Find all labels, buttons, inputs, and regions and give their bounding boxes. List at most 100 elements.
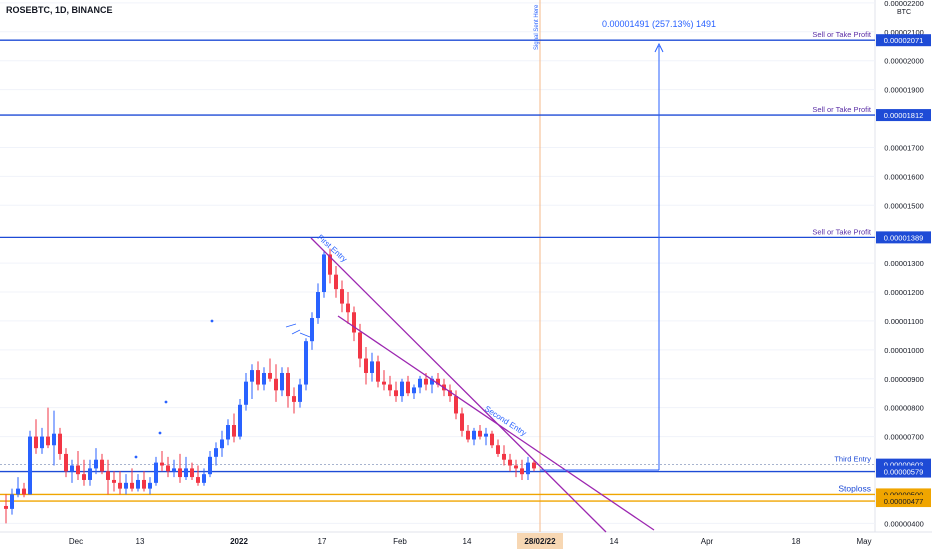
candle-body [490, 433, 494, 446]
candle-body [358, 332, 362, 359]
candle-body [286, 372, 290, 397]
candle-body [118, 482, 122, 489]
candles-layer [4, 248, 536, 524]
y-tick-label: 0.00001900 [884, 86, 924, 95]
price-tag-text: 0.00000500 [884, 490, 924, 499]
y-tick-label: 0.00000400 [884, 519, 924, 528]
symbol-header: ROSEBTC, 1D, BINANCE [6, 5, 113, 15]
marker-dot [158, 431, 162, 435]
candle-body [532, 462, 536, 469]
candle-body [334, 274, 338, 290]
candle-body [196, 477, 200, 483]
currency-label: BTC [897, 9, 911, 16]
x-tick-label: Apr [701, 537, 714, 546]
price-tag-bg [876, 231, 931, 244]
candle-body [268, 372, 272, 379]
candle-body [430, 378, 434, 385]
candle-body [88, 468, 92, 480]
candle-body [70, 465, 74, 472]
price-tag-bg [876, 495, 931, 508]
candle-body [154, 462, 158, 483]
candle-body [4, 505, 8, 509]
candle-body [478, 430, 482, 437]
price-tag-bg [876, 465, 931, 478]
y-tick-label: 0.00000800 [884, 404, 924, 413]
y-tick-label: 0.00001700 [884, 143, 924, 152]
y-tick-label: 0.00002100 [884, 28, 924, 37]
candle-body [340, 289, 344, 304]
candle-body [466, 430, 470, 440]
candle-body [190, 468, 194, 478]
candle-body [460, 413, 464, 431]
candle-body [400, 381, 404, 397]
x-tick-label: 14 [463, 537, 472, 546]
candle-body [82, 474, 86, 480]
candle-body [142, 479, 146, 489]
price-tag-bg [876, 34, 931, 47]
candle-body [502, 453, 506, 460]
candle-body [424, 378, 428, 385]
candle-body [382, 381, 386, 385]
marker-dot [134, 455, 138, 459]
candle-body [178, 468, 182, 478]
x-tick-label: 13 [136, 537, 145, 546]
candle-body [136, 479, 140, 489]
y-tick-label: 0.00002200 [884, 0, 924, 8]
drawings-layer [134, 42, 664, 533]
grid [0, 2, 875, 524]
candle-body [10, 494, 14, 509]
marker-dot [164, 400, 168, 404]
y-tick-label: 0.00001200 [884, 288, 924, 297]
candle-body [418, 378, 422, 388]
candle-body [232, 425, 236, 437]
marker-arrow [299, 332, 311, 338]
price-tag-bg [876, 109, 931, 122]
y-tick-label: 0.00002000 [884, 57, 924, 66]
candle-body [250, 370, 254, 382]
candle-body [58, 433, 62, 454]
candle-body [64, 453, 68, 472]
candle-body [22, 488, 26, 495]
candle-body [76, 465, 80, 475]
measure-label: 0.00001491 (257.13%) 1491 [602, 19, 716, 29]
candle-body [280, 372, 284, 391]
y-tick-label: 0.00000900 [884, 375, 924, 384]
price-tag-text: 0.00002071 [884, 36, 924, 45]
candle-body [100, 459, 104, 472]
price-tag-text: 0.00000579 [884, 468, 924, 477]
candle-body [244, 381, 248, 405]
price-tag-text: 0.00001389 [884, 233, 924, 242]
candle-body [346, 303, 350, 313]
level-label: Sell or Take Profit [812, 30, 872, 39]
level-label: Third Entry [834, 455, 871, 464]
y-tick-label: 0.00001100 [884, 317, 923, 326]
trendline-second-entry [337, 315, 655, 531]
candle-body [448, 390, 452, 397]
candle-body [262, 372, 266, 385]
marker-dot [210, 319, 214, 323]
candle-body [352, 312, 356, 333]
x-tick-label: 14 [610, 537, 619, 546]
candle-body [298, 384, 302, 402]
level-label: Sell or Take Profit [812, 227, 872, 236]
candle-body [388, 384, 392, 391]
x-tick-label: 2022 [230, 537, 248, 546]
candle-body [238, 404, 242, 437]
candle-body [364, 358, 368, 373]
candle-body [34, 436, 38, 449]
x-tick-label: 17 [318, 537, 327, 546]
candle-body [52, 433, 56, 446]
candle-body [166, 465, 170, 472]
candle-body [394, 390, 398, 397]
candle-body [184, 468, 188, 478]
x-tick-label: 28/02/22 [524, 537, 556, 546]
y-tick-label: 0.00001600 [884, 172, 924, 181]
candle-body [148, 482, 152, 489]
price-tag-text: 0.00001812 [884, 111, 924, 120]
candle-body [112, 479, 116, 483]
candle-body [484, 433, 488, 437]
price-tag-text: 0.00000477 [884, 497, 924, 506]
candle-body [130, 482, 134, 489]
